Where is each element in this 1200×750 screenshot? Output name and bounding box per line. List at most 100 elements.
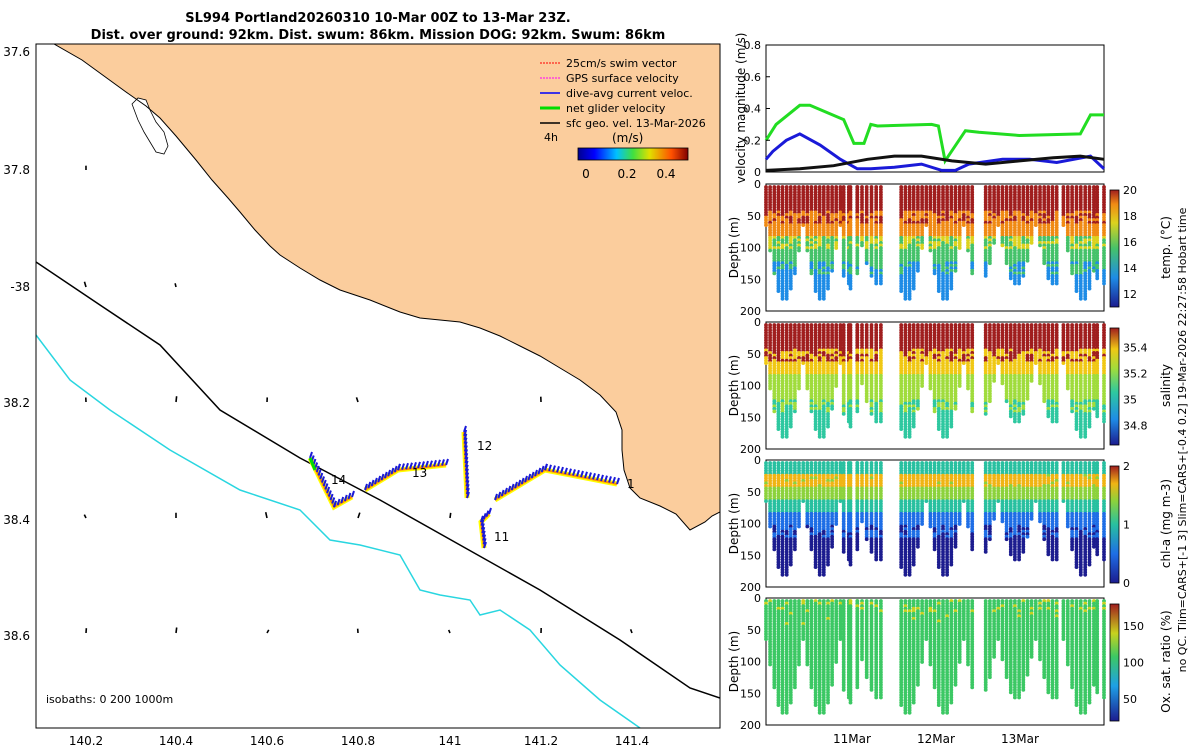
- section-datapoint: [813, 192, 818, 197]
- section-datapoint: [961, 361, 966, 365]
- section-datapoint: [848, 218, 853, 222]
- section-datapoint: [869, 187, 874, 192]
- velocity-series-line: [765, 154, 1105, 172]
- dive-current-vector: [309, 451, 313, 459]
- section-datapoint: [911, 276, 916, 281]
- section-datapoint: [813, 427, 818, 431]
- section-datapoint: [864, 243, 869, 248]
- section-datapoint: [855, 361, 860, 365]
- dive-current-vector: [324, 483, 329, 490]
- section-datapoint: [945, 434, 949, 439]
- section-datapoint: [830, 200, 834, 205]
- section-datapoint: [813, 281, 818, 286]
- dive-current-vector: [465, 480, 470, 487]
- section-datapoint: [784, 218, 789, 222]
- section-datapoint: [776, 276, 781, 281]
- section-datapoint: [1087, 286, 1092, 291]
- section-datapoint: [1078, 296, 1083, 301]
- current-arrow: [355, 397, 359, 403]
- section-datapoint: [764, 213, 768, 217]
- section-datapoint: [911, 243, 916, 248]
- section-datapoint: [855, 409, 860, 414]
- section-datapoint: [768, 248, 772, 253]
- section-datapoint: [780, 187, 785, 192]
- section-datapoint: [768, 200, 772, 205]
- section-datapoint: [966, 248, 970, 253]
- section-y-tick: 0: [754, 178, 761, 191]
- section-datapoint: [813, 251, 818, 255]
- section-datapoint: [899, 427, 904, 431]
- section-datapoint: [916, 200, 920, 205]
- section-datapoint: [903, 187, 908, 192]
- dive-current-vector: [347, 492, 352, 500]
- legend-label: net glider velocity: [566, 102, 666, 115]
- section-datapoint: [801, 361, 806, 365]
- section-datapoint: [903, 205, 908, 210]
- section-datapoint: [899, 225, 904, 230]
- section-datapoint: [916, 263, 920, 268]
- section-datapoint: [903, 200, 908, 205]
- dive-current-vector: [564, 467, 568, 475]
- section-datapoint: [830, 251, 834, 255]
- section-datapoint: [834, 384, 839, 388]
- section-datapoint: [772, 187, 777, 192]
- section-datapoint: [841, 200, 846, 205]
- dive-current-vector: [514, 481, 518, 489]
- current-arrow: [447, 629, 451, 634]
- section-datapoint: [809, 200, 814, 205]
- dive-current-vector: [552, 465, 556, 472]
- section-datapoint: [821, 251, 826, 255]
- section-datapoint: [838, 205, 843, 210]
- section-datapoint: [916, 218, 920, 222]
- section-datapoint: [780, 434, 785, 439]
- dive-current-vector: [429, 460, 433, 467]
- dive-current-vector: [315, 465, 320, 473]
- section-datapoint: [772, 213, 777, 217]
- current-arrow: [174, 283, 177, 288]
- section-datapoint: [830, 238, 834, 243]
- section-datapoint: [864, 218, 869, 222]
- dive-current-vector: [481, 526, 486, 534]
- dive-current-vector: [463, 437, 468, 444]
- section-datapoint: [1033, 223, 1038, 228]
- section-datapoint: [797, 213, 801, 217]
- section-datapoint: [874, 276, 879, 281]
- section-datapoint: [821, 230, 826, 235]
- dive-current-vector: [568, 468, 572, 475]
- section-datapoint: [907, 263, 912, 268]
- section-datapoint: [869, 192, 874, 197]
- dive-current-vector: [327, 490, 332, 497]
- section-datapoint: [899, 205, 904, 210]
- section-datapoint: [879, 225, 883, 230]
- section-datapoint: [864, 205, 869, 210]
- section-datapoint: [826, 192, 830, 197]
- section-datapoint: [768, 243, 772, 248]
- section-datapoint: [855, 268, 860, 273]
- section-datapoint: [907, 294, 912, 299]
- section-datapoint: [784, 296, 789, 301]
- colorbar-tick: 16: [1123, 236, 1137, 249]
- section-datapoint: [817, 238, 822, 243]
- section-datapoint: [911, 213, 916, 217]
- section-datapoint: [813, 276, 818, 281]
- section-datapoint: [1070, 409, 1074, 414]
- map-legend: 25cm/s swim vector GPS surface velocity …: [540, 57, 706, 181]
- dive-current-vector: [373, 477, 378, 485]
- dive-current-vector: [441, 459, 445, 466]
- section-datapoint: [817, 289, 822, 293]
- section-datapoint: [920, 200, 924, 205]
- section-datapoint: [809, 192, 814, 197]
- section-datapoint: [899, 187, 904, 192]
- dive-current-vector: [333, 500, 337, 508]
- section-datapoint: [772, 268, 777, 273]
- section-datapoint: [869, 230, 874, 235]
- section-datapoint: [855, 213, 860, 217]
- section-y-tick: 150: [740, 273, 761, 286]
- dive-current-vector: [592, 473, 596, 480]
- section-datapoint: [788, 218, 793, 222]
- section-datapoint: [817, 296, 822, 301]
- section-datapoint: [941, 434, 945, 439]
- section-datapoint: [788, 256, 793, 260]
- legend-label: sfc geo. vel. 13-Mar-2026: [566, 117, 706, 130]
- dive-current-vector: [600, 474, 604, 482]
